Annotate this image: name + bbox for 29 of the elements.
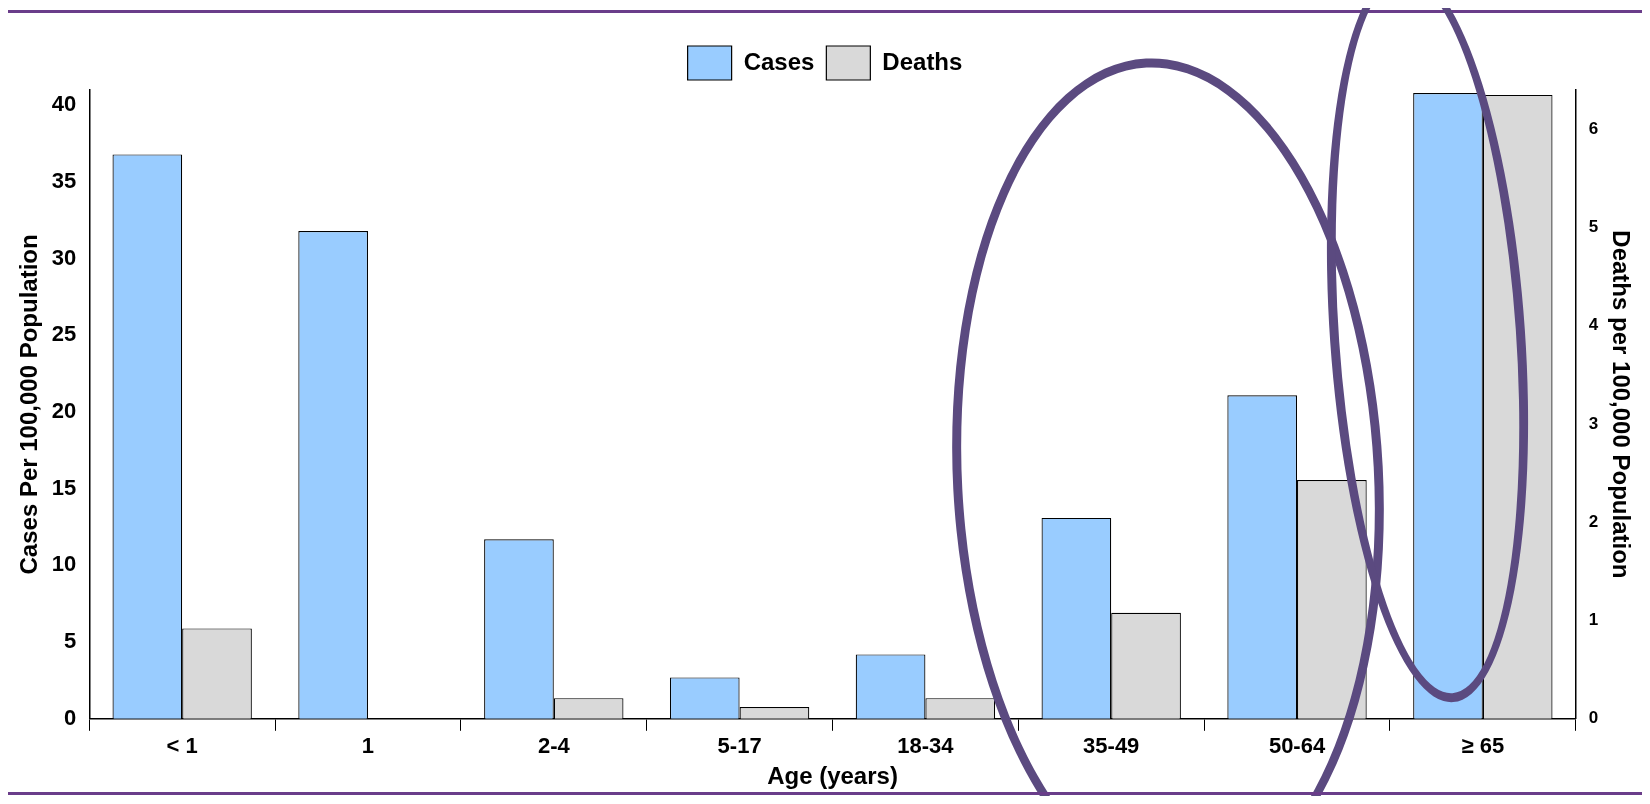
x-tick-label: 2-4 bbox=[537, 733, 571, 759]
y-tick-label: 40 bbox=[51, 91, 77, 117]
y-tick-label: 25 bbox=[51, 321, 77, 347]
y-tick-label: 10 bbox=[51, 551, 77, 577]
x-tick-label: 1 bbox=[361, 733, 375, 759]
x-tick-label: 35-49 bbox=[1083, 733, 1140, 759]
y2-tick-label: 6 bbox=[1588, 118, 1599, 138]
y2-tick-label: 4 bbox=[1588, 315, 1599, 335]
x-tick-label: < 1 bbox=[166, 733, 198, 759]
x-tick-label: 18-34 bbox=[897, 733, 955, 759]
y2-tick-label: 0 bbox=[1588, 708, 1599, 728]
x-tick-label: 5-17 bbox=[717, 733, 762, 759]
y2-tick-label: 5 bbox=[1588, 217, 1599, 237]
y-tick-label: 35 bbox=[51, 168, 77, 194]
y2-tick-label: 3 bbox=[1588, 413, 1599, 433]
y2-tick-label: 2 bbox=[1588, 511, 1599, 531]
y-tick-label: 15 bbox=[51, 474, 77, 500]
x-tick-label: 50-64 bbox=[1268, 733, 1326, 759]
y2-tick-label: 1 bbox=[1588, 610, 1599, 630]
y-tick-label: 5 bbox=[64, 628, 77, 654]
y-tick-label: 20 bbox=[51, 398, 77, 424]
y-tick-label: 0 bbox=[64, 704, 77, 730]
legend-label: Deaths bbox=[882, 47, 963, 75]
x-tick-label: ≥ 65 bbox=[1461, 733, 1505, 759]
x-axis-title: Age (years) bbox=[767, 762, 898, 790]
y2-axis-title: Deaths per 100,000 Population bbox=[1607, 230, 1635, 579]
legend-label: Cases bbox=[743, 47, 815, 75]
y-tick-label: 30 bbox=[51, 244, 77, 270]
y-axis-title: Cases Per 100,000 Population bbox=[15, 234, 43, 575]
